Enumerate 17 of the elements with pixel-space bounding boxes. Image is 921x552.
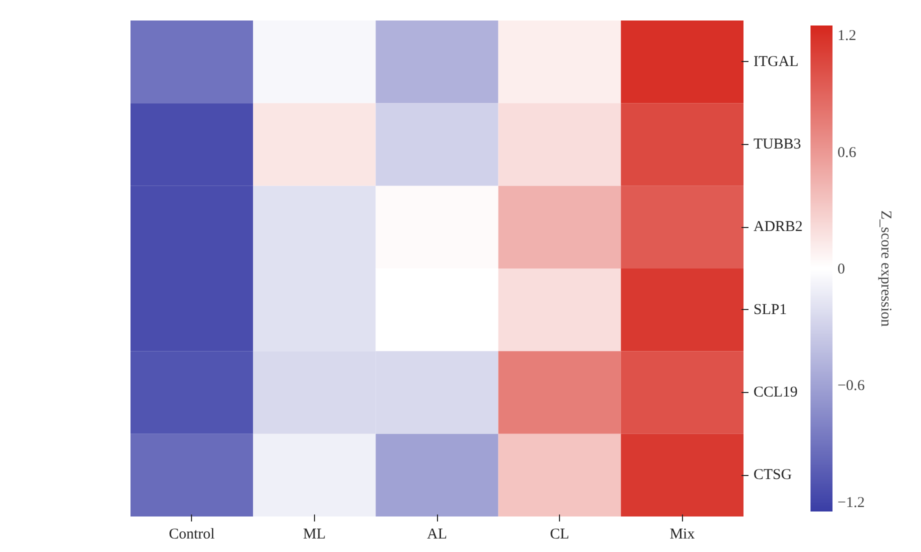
x-tick-label: AL <box>427 526 447 542</box>
color-bar-label: −0.6 <box>838 378 866 394</box>
y-tick-label: CTSG <box>754 467 792 484</box>
x-tick-label: CL <box>550 526 570 542</box>
color-bar-label: −1.2 <box>838 494 865 511</box>
y-tick-label: SLP1 <box>754 302 787 318</box>
color-bar-label: 0.6 <box>838 144 857 161</box>
color-bar-title: Z_score expression <box>878 210 894 328</box>
y-tick-label: ADRB2 <box>754 219 803 236</box>
color-bar-label: 1.2 <box>838 28 856 44</box>
color-bar-label: 0 <box>838 262 845 278</box>
x-tick-label: Mix <box>670 526 696 542</box>
y-tick-label: ITGAL <box>754 54 798 70</box>
x-tick-label: ML <box>303 526 326 542</box>
y-tick-label: TUBB3 <box>754 136 802 152</box>
y-tick-label: CCL19 <box>754 384 798 400</box>
x-tick-label: Control <box>168 526 215 542</box>
